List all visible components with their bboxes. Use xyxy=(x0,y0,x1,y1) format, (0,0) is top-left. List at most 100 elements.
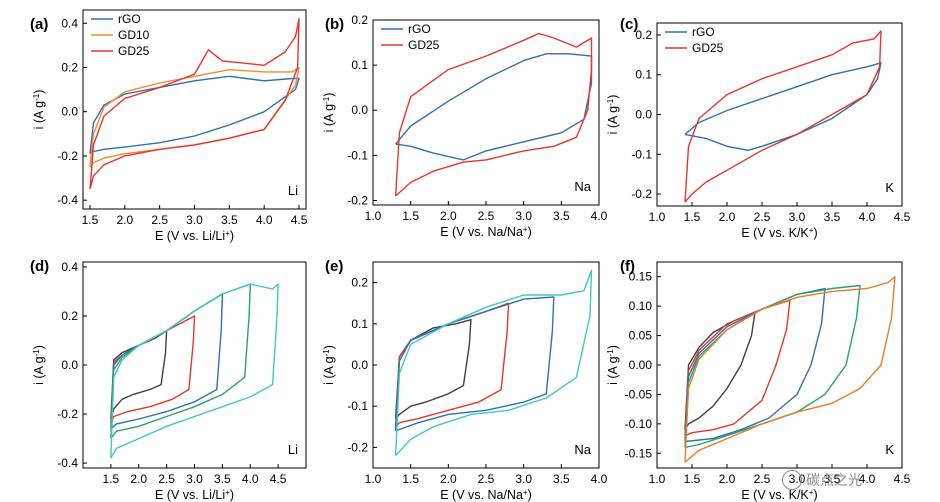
panel-f: 1.0 1.5 2.0 2.5 3.0 3.5 4.0 4.5-0.15-0.10-0.050… xyxy=(606,258,911,502)
series-rgo xyxy=(89,75,300,155)
legend-entry: GD25 xyxy=(118,44,150,58)
y-tick-label: 0.2 xyxy=(351,13,368,27)
x-tick-label: 3.0 xyxy=(515,209,532,223)
x-tick-label: 2.0 xyxy=(440,209,457,223)
y-tick-label: 0.0 xyxy=(351,358,368,372)
corner-label: Li xyxy=(288,183,298,198)
x-tick-label: 4.5 xyxy=(270,472,287,486)
y-axis-label: i (A g-1) xyxy=(322,93,337,133)
x-axis-label: E (V vs. K/K+) xyxy=(741,226,817,241)
y-tick-label: 0.2 xyxy=(61,309,78,323)
x-axis-label: E (V vs. Na/Na+) xyxy=(440,488,532,502)
y-tick-label: -0.10 xyxy=(625,417,653,431)
panel-b: 1.0 1.5 2.0 2.5 3.0 3.5 4.0 -0.2 -0.1 0.0 0.1 0.2 rG… xyxy=(322,13,608,239)
x-tick-label: 4.0 xyxy=(242,472,259,486)
panel-d: 1.5 2.0 2.5 3.0 3.5 4.0 4.5 -0.4 -0.2 0.0 0.2 0.4 Li… xyxy=(30,258,307,502)
y-tick-label: 0.2 xyxy=(635,28,652,42)
panel-c: 1.0 1.5 2.0 2.5 3.0 3.5 4.0 4.5 -0.2 -0.1 0.0 0.1 0.… xyxy=(606,16,911,240)
y-tick-label: -0.15 xyxy=(625,446,653,460)
corner-label: Na xyxy=(574,442,591,457)
legend-entry: rGO xyxy=(692,25,715,39)
x-axis-label: E (V vs. Li/Li+) xyxy=(155,488,234,502)
x-tick-label: 2.5 xyxy=(478,472,495,486)
x-tick-label: 2.5 xyxy=(151,213,168,227)
panel-label: (b) xyxy=(325,16,344,33)
y-axis-label: i (A g-1) xyxy=(606,345,621,385)
y-tick-label: -0.1 xyxy=(631,147,652,161)
y-tick-label: -0.1 xyxy=(347,148,368,162)
x-tick-label: 1.0 xyxy=(365,472,382,486)
series-3-9-v xyxy=(394,269,593,457)
x-tick-label: 3.0 xyxy=(515,472,532,486)
x-tick-label: 2.0 xyxy=(116,213,133,227)
y-tick-label: 0.10 xyxy=(629,299,653,313)
series-2-3-v xyxy=(394,319,472,420)
y-tick-label: 0.0 xyxy=(635,108,652,122)
series-4-0-v xyxy=(110,283,252,440)
series-gd25 xyxy=(394,32,593,197)
x-axis-label: E (V vs. Li/Li+) xyxy=(155,229,234,244)
panel-label: (c) xyxy=(620,16,638,33)
wechat-logo-icon xyxy=(782,470,802,490)
x-tick-label: 3.0 xyxy=(186,472,203,486)
series-2-4-v xyxy=(684,311,756,431)
x-tick-label: 2.0 xyxy=(130,472,147,486)
x-tick-label: 4.0 xyxy=(859,210,876,224)
y-tick-label: -0.05 xyxy=(625,387,653,401)
legend-entry: GD25 xyxy=(692,41,724,55)
x-tick-label: 1.5 xyxy=(684,210,701,224)
x-tick-label: 2.0 xyxy=(440,472,457,486)
y-axis-label: i (A g-1) xyxy=(606,95,621,135)
x-axis-label: E (V vs. K/K+) xyxy=(741,488,817,502)
x-tick-label: 1.5 xyxy=(82,213,99,227)
panel-label: (a) xyxy=(30,16,48,33)
legend-entry: GD10 xyxy=(118,28,150,42)
series-3-5-v xyxy=(110,293,224,430)
y-tick-label: -0.2 xyxy=(347,193,368,207)
series-3-4-v xyxy=(394,296,555,432)
series-4-5-v xyxy=(110,283,279,459)
y-tick-label: -0.2 xyxy=(57,149,78,163)
x-axis-label: E (V vs. Na/Na+) xyxy=(440,225,532,240)
y-tick-label: 0.1 xyxy=(635,68,652,82)
series-3-4-v xyxy=(684,287,826,443)
legend-entry: GD25 xyxy=(408,38,440,52)
x-tick-label: 2.5 xyxy=(478,209,495,223)
corner-label: K xyxy=(885,180,894,195)
y-tick-label: 0.05 xyxy=(629,329,653,343)
y-tick-label: 0.2 xyxy=(61,60,78,74)
x-tick-label: 1.0 xyxy=(649,472,666,486)
x-tick-label: 3.5 xyxy=(824,472,841,486)
y-tick-label: 0.2 xyxy=(351,276,368,290)
x-tick-label: 3.0 xyxy=(789,210,806,224)
series-3-9-v xyxy=(684,284,861,449)
x-tick-label: 1.5 xyxy=(402,472,419,486)
corner-label: K xyxy=(885,442,894,457)
y-tick-label: 0.1 xyxy=(351,58,368,72)
legend-entry: rGO xyxy=(118,12,141,26)
x-tick-label: 1.0 xyxy=(649,210,666,224)
x-tick-label: 2.5 xyxy=(158,472,175,486)
plot-frame xyxy=(82,9,307,210)
x-tick-label: 4.0 xyxy=(859,472,876,486)
y-tick-label: -0.4 xyxy=(57,193,78,207)
x-tick-label: 1.5 xyxy=(684,472,701,486)
y-tick-label: -0.2 xyxy=(57,407,78,421)
panel-a: 1.5 2.0 2.5 3.0 3.5 4.0 4.5 -0.4 -0.2 0.0 0.2 0.4 rG… xyxy=(30,9,308,244)
x-tick-label: 2.0 xyxy=(719,472,736,486)
legend-entry: rGO xyxy=(408,22,431,36)
x-tick-label: 4.0 xyxy=(591,209,608,223)
panel-label: (d) xyxy=(30,258,49,275)
plot-frame xyxy=(372,19,600,206)
series-gd10 xyxy=(89,66,300,168)
x-tick-label: 4.0 xyxy=(256,213,273,227)
x-tick-label: 4.5 xyxy=(894,210,911,224)
y-tick-label: 0.0 xyxy=(61,358,78,372)
y-tick-label: 0.00 xyxy=(629,358,653,372)
panel-label: (e) xyxy=(325,258,343,275)
y-tick-label: 0.0 xyxy=(351,103,368,117)
y-axis-label: i (A g-1) xyxy=(32,90,47,130)
series-2-5-v xyxy=(110,330,168,420)
x-tick-label: 3.5 xyxy=(553,209,570,223)
x-tick-label: 3.5 xyxy=(824,210,841,224)
